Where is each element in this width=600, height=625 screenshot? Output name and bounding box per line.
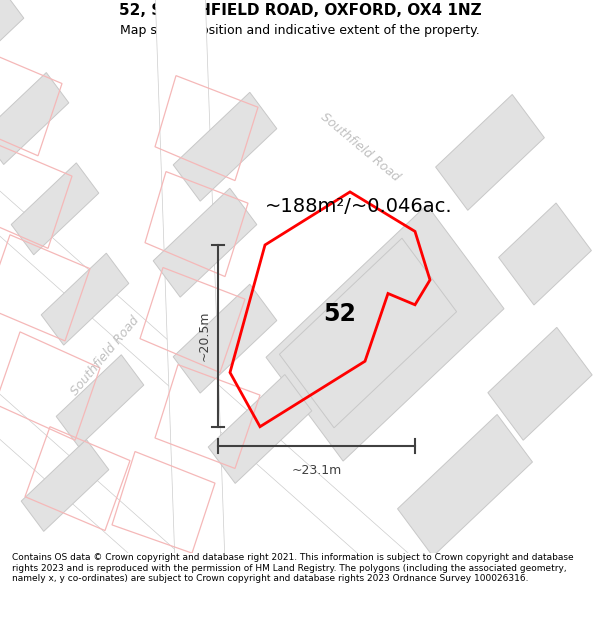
Text: Map shows position and indicative extent of the property.: Map shows position and indicative extent… bbox=[120, 24, 480, 38]
Polygon shape bbox=[173, 284, 277, 393]
Polygon shape bbox=[155, 0, 225, 564]
Polygon shape bbox=[398, 414, 532, 556]
Polygon shape bbox=[499, 203, 592, 305]
Polygon shape bbox=[0, 147, 600, 625]
Polygon shape bbox=[0, 350, 600, 625]
Polygon shape bbox=[280, 238, 457, 428]
Polygon shape bbox=[266, 205, 504, 461]
Text: ~188m²/~0.046ac.: ~188m²/~0.046ac. bbox=[265, 197, 452, 216]
Polygon shape bbox=[11, 163, 99, 255]
Polygon shape bbox=[0, 0, 24, 80]
Polygon shape bbox=[0, 72, 69, 164]
Text: 52: 52 bbox=[323, 302, 356, 326]
Text: 52, SOUTHFIELD ROAD, OXFORD, OX4 1NZ: 52, SOUTHFIELD ROAD, OXFORD, OX4 1NZ bbox=[119, 3, 481, 18]
Text: ~23.1m: ~23.1m bbox=[292, 464, 341, 477]
Polygon shape bbox=[41, 253, 129, 345]
Polygon shape bbox=[153, 188, 257, 297]
Text: Contains OS data © Crown copyright and database right 2021. This information is : Contains OS data © Crown copyright and d… bbox=[12, 553, 574, 583]
Text: ~20.5m: ~20.5m bbox=[197, 311, 211, 361]
Polygon shape bbox=[436, 94, 544, 210]
Text: Southfield Road: Southfield Road bbox=[318, 110, 402, 184]
Polygon shape bbox=[208, 374, 312, 483]
Polygon shape bbox=[488, 328, 592, 440]
Polygon shape bbox=[173, 92, 277, 201]
Polygon shape bbox=[56, 355, 144, 447]
Text: Southfield Road: Southfield Road bbox=[68, 314, 142, 398]
Polygon shape bbox=[21, 439, 109, 531]
